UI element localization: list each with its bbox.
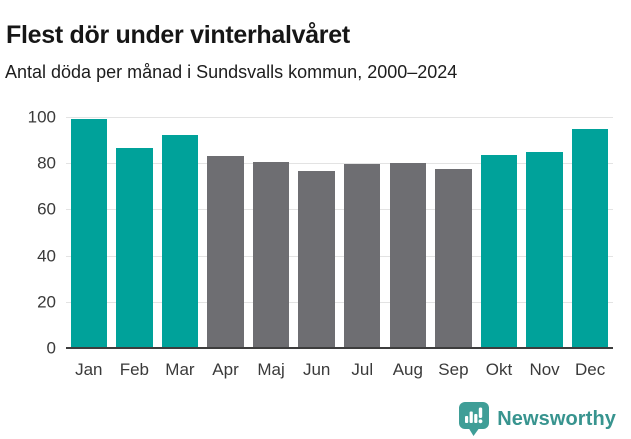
gridline [66,163,613,165]
newsworthy-logo-icon [459,402,490,436]
brand-name: Newsworthy [497,407,616,430]
bar-slot [66,117,112,348]
bar-series [66,117,613,348]
x-tick-label: Feb [119,360,150,379]
bar-slot [112,117,158,348]
bar-jan [70,119,108,348]
y-tick-label: 20 [37,292,56,312]
bar-slot [522,117,568,348]
bar-slot [385,117,431,348]
page-title: Flest dör under vinterhalvåret [6,20,350,49]
x-tick-label: Nov [529,360,560,379]
bar-feb [116,148,153,348]
gridline [66,209,613,211]
bar-slot [248,117,294,348]
y-axis: 0 20 40 60 80 100 [0,109,56,357]
bar-dec [571,128,609,348]
x-tick-label: Okt [485,360,513,379]
bar-slot [476,117,522,348]
gridline [66,255,613,257]
x-tick-label: Apr [212,360,239,379]
x-tick-label: Jun [302,360,331,379]
gridline [66,301,613,303]
x-tick-label: Dec [575,360,606,379]
x-tick-label: Maj [257,360,285,379]
gridline [66,117,613,118]
bar-slot [203,117,249,348]
bar-nov [526,151,563,348]
y-tick-label: 60 [37,199,56,219]
y-tick-label: 80 [37,153,56,173]
y-tick-label: 0 [46,338,56,358]
x-tick-label: Aug [392,360,423,379]
chart-subtitle: Antal döda per månad i Sundsvalls kommun… [5,62,458,82]
bar-maj [252,162,290,348]
y-tick-label: 40 [37,246,56,266]
bar-jun [298,171,335,348]
bar-mar [161,135,199,348]
plot-area [66,117,613,349]
bar-sep [435,168,472,348]
y-tick-label: 100 [27,107,56,127]
x-tick-label: Jul [351,360,374,379]
bar-slot [431,117,477,348]
bar-slot [294,117,340,348]
bar-slot [339,117,385,348]
x-axis-line [66,347,613,349]
x-tick-label: Sep [438,360,469,379]
bar-jul [344,164,381,348]
bar-slot [157,117,203,348]
bar-aug [389,163,427,348]
brand-footer: Newsworthy [458,401,616,437]
bar-apr [207,156,244,348]
x-axis: Jan Feb Mar Apr Maj Jun Jul Aug Sep Okt Nov Dec [66,359,613,381]
x-tick-label: Jan [75,360,103,379]
x-tick-label: Mar [165,360,195,379]
bar-okt [480,155,518,348]
bar-slot [567,117,613,348]
